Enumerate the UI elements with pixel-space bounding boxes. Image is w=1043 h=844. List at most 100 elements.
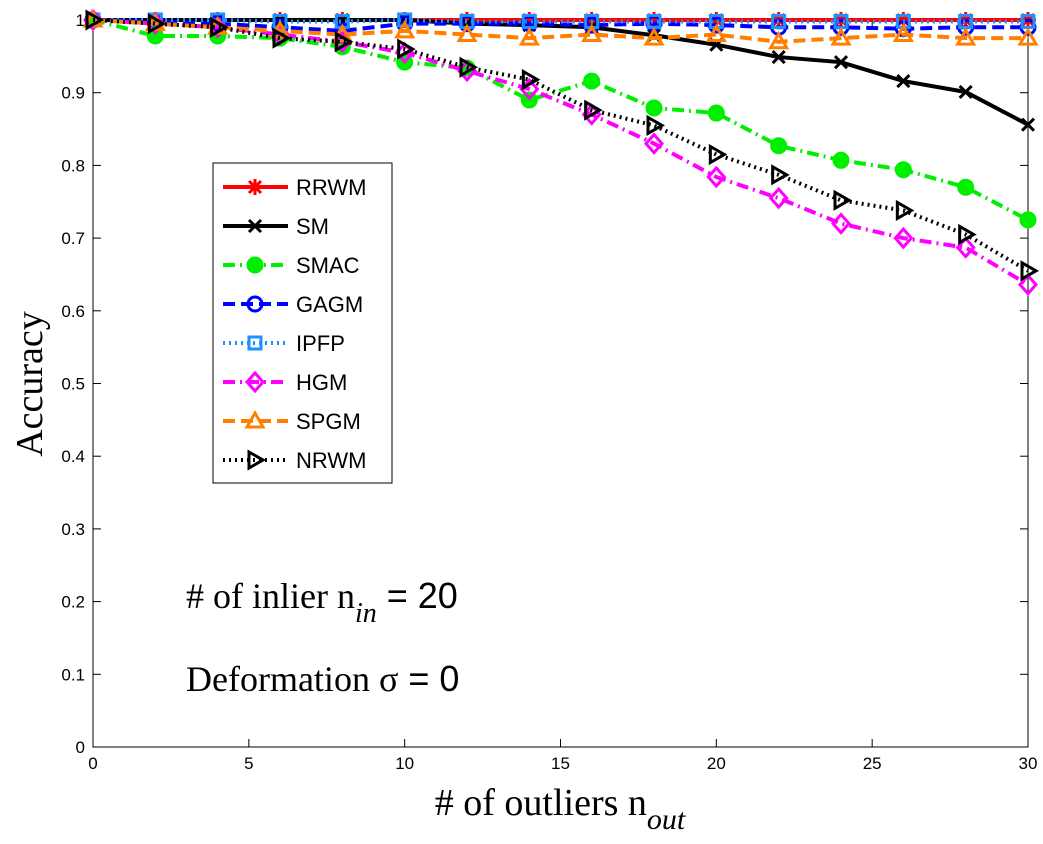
legend-label: SM <box>296 214 329 239</box>
annotations: # of inlier nin = 20 Deformation σ = 0 <box>186 575 459 699</box>
x-tick-label: 15 <box>551 754 570 773</box>
marker <box>1019 211 1037 229</box>
marker <box>247 179 263 195</box>
marker <box>645 99 663 117</box>
series <box>82 8 1040 296</box>
marker <box>459 12 475 28</box>
marker <box>958 84 973 100</box>
marker <box>705 23 727 43</box>
legend-label: NRWM <box>296 448 366 473</box>
marker <box>397 12 413 28</box>
marker <box>521 69 541 91</box>
marker <box>581 23 603 43</box>
y-tick-label: 0.9 <box>61 84 85 103</box>
marker <box>397 38 416 60</box>
series-line <box>92 18 1030 273</box>
marker <box>770 137 788 155</box>
annotation-text: Deformation σ <box>186 659 398 699</box>
marker <box>707 104 725 122</box>
marker <box>708 143 728 166</box>
legend-box <box>212 162 393 484</box>
marker <box>246 295 264 313</box>
marker <box>334 31 354 53</box>
x-axis-label: # of outliers nout <box>435 782 686 836</box>
legend-label: IPFP <box>296 331 345 356</box>
legend-label: GAGM <box>296 292 363 317</box>
marker <box>896 74 911 89</box>
marker <box>646 12 662 28</box>
marker <box>706 165 727 189</box>
legend-label: SPGM <box>296 409 361 434</box>
marker <box>584 99 603 121</box>
marker <box>85 9 105 31</box>
marker <box>832 151 850 169</box>
marker <box>1020 260 1040 282</box>
y-tick-label: 0.3 <box>61 520 85 539</box>
x-tick-label: 5 <box>244 754 253 773</box>
marker <box>456 23 478 43</box>
y-axis-label: Accuracy <box>9 311 51 457</box>
marker <box>957 178 975 196</box>
x-axis-label-sub: out <box>647 803 686 836</box>
series-line <box>92 18 1029 222</box>
marker <box>643 132 665 155</box>
marker <box>583 72 601 90</box>
annotation-sub: in <box>355 598 377 629</box>
marker <box>147 13 167 35</box>
marker <box>958 223 977 246</box>
x-tick-label: 30 <box>1019 754 1038 773</box>
marker <box>272 27 292 49</box>
marker <box>210 16 229 38</box>
marker <box>244 409 266 429</box>
series-line <box>92 18 1028 44</box>
marker <box>893 226 914 250</box>
marker <box>955 236 976 259</box>
y-tick-label: 1 <box>76 11 85 30</box>
x-tick-label: 25 <box>863 754 882 773</box>
marker <box>643 27 665 46</box>
marker <box>833 55 849 70</box>
marker <box>830 212 852 235</box>
annotation-suffix: = 0 <box>398 658 459 699</box>
annotation: # of inlier nin = 20 <box>186 575 458 629</box>
marker <box>830 27 852 46</box>
marker <box>895 199 915 222</box>
legend-label: SMAC <box>296 253 360 278</box>
y-tick-label: 0.7 <box>61 229 85 248</box>
legend-label: RRWM <box>296 175 366 200</box>
marker <box>459 56 479 78</box>
x-axis-label-text: # of outliers n <box>435 782 647 824</box>
y-tick-label: 0 <box>76 738 85 757</box>
marker <box>247 218 263 234</box>
marker <box>955 27 977 46</box>
annotation-suffix: = 20 <box>377 575 458 616</box>
y-tick-label: 0.4 <box>61 447 85 466</box>
marker <box>1017 273 1039 296</box>
y-tick-label: 0.6 <box>61 302 85 321</box>
series-line <box>92 18 1028 33</box>
y-tick-label: 0.8 <box>61 156 85 175</box>
annotation-text: # of inlier n <box>186 576 355 616</box>
marker <box>894 161 912 179</box>
marker <box>246 256 264 274</box>
marker <box>771 50 786 65</box>
annotation: Deformation σ = 0 <box>186 658 459 699</box>
marker <box>1020 117 1036 132</box>
marker <box>646 114 666 136</box>
marker <box>244 370 266 394</box>
marker <box>833 189 853 211</box>
marker <box>771 164 790 186</box>
marker <box>768 186 789 210</box>
marker <box>768 30 790 50</box>
legend: RRWM SM SMAC GAGM IPFP HGM SPGM NRWM <box>212 162 393 484</box>
axes: 00.10.20.30.40.50.60.70.80.910 5 10 15 20 25 3… <box>61 11 1037 773</box>
series-group <box>85 9 1040 282</box>
marker <box>518 27 540 46</box>
marker <box>892 23 914 43</box>
marker <box>247 335 263 351</box>
legend-label: HGM <box>296 370 347 395</box>
marker <box>708 12 725 28</box>
marker <box>521 12 538 28</box>
y-tick-label: 0.5 <box>61 375 85 394</box>
